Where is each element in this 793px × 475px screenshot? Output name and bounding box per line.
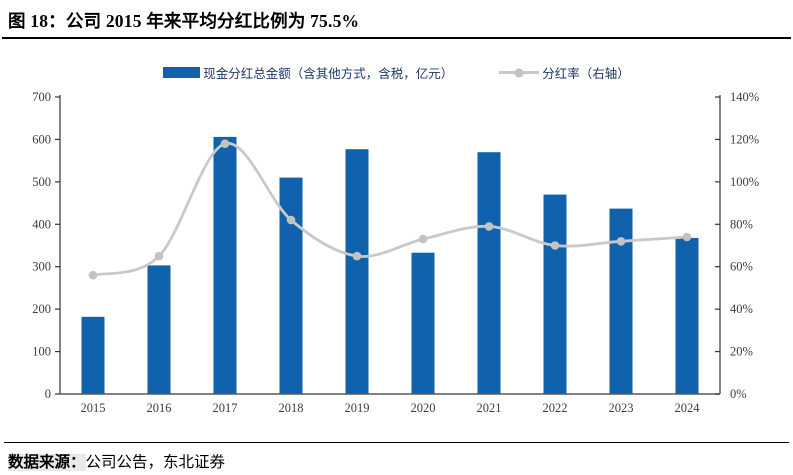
bar-2019 xyxy=(345,149,369,394)
svg-text:400: 400 xyxy=(32,217,51,231)
legend-label-payout-ratio: 分红率（右轴） xyxy=(542,67,630,81)
bar-2020 xyxy=(411,252,435,394)
svg-text:500: 500 xyxy=(32,175,51,189)
svg-text:2023: 2023 xyxy=(609,401,634,415)
source-text: 公司公告，东北证券 xyxy=(85,454,226,471)
dividend-bar-line-chart: 0 100 200 300 400 500 600 700 0% 20% 40% 60% 80% 100%… xyxy=(32,90,759,415)
svg-text:20%: 20% xyxy=(730,345,753,359)
ratio-marker-2020 xyxy=(418,234,428,244)
bar-series-swatch-icon xyxy=(163,67,201,78)
title-divider xyxy=(2,37,791,39)
legend-item-cash-dividend: 现金分红总金额（含其他方式，含税，亿元） xyxy=(163,63,453,82)
svg-text:2021: 2021 xyxy=(477,401,502,415)
bar-2024 xyxy=(675,237,699,394)
svg-text:0%: 0% xyxy=(730,387,747,401)
legend-item-payout-ratio: 分红率（右轴） xyxy=(499,63,630,82)
svg-text:120%: 120% xyxy=(730,132,759,146)
legend-label-cash-dividend: 现金分红总金额（含其他方式，含税，亿元） xyxy=(203,67,454,81)
source-divider xyxy=(4,442,789,443)
bar-2022 xyxy=(543,194,567,394)
svg-text:600: 600 xyxy=(32,132,51,146)
svg-text:2020: 2020 xyxy=(411,401,436,415)
svg-text:2016: 2016 xyxy=(147,401,172,415)
bar-2016 xyxy=(147,265,171,394)
svg-text:300: 300 xyxy=(32,260,51,274)
ratio-marker-2024 xyxy=(682,232,692,242)
svg-text:80%: 80% xyxy=(730,217,753,231)
svg-text:2022: 2022 xyxy=(543,401,568,415)
source-note: 数据来源：公司公告，东北证券 xyxy=(0,443,793,472)
svg-text:200: 200 xyxy=(32,302,51,316)
svg-text:2024: 2024 xyxy=(675,401,701,415)
svg-text:140%: 140% xyxy=(730,90,759,104)
ratio-marker-2018 xyxy=(286,215,296,225)
line-marker-dot-icon xyxy=(514,68,524,77)
svg-text:2018: 2018 xyxy=(279,401,304,415)
svg-text:40%: 40% xyxy=(730,302,753,316)
chart-legend: 现金分红总金额（含其他方式，含税，亿元） 分红率（右轴） xyxy=(0,63,793,82)
ratio-marker-2023 xyxy=(616,237,626,246)
bar-2017 xyxy=(213,136,237,394)
bar-2018 xyxy=(279,177,303,394)
ratio-marker-2019 xyxy=(352,251,362,261)
svg-text:700: 700 xyxy=(32,90,51,104)
ratio-marker-2015 xyxy=(88,270,98,280)
ratio-marker-2016 xyxy=(154,251,164,261)
bar-2023 xyxy=(609,208,633,394)
axes-group: 0 100 200 300 400 500 600 700 0% 20% 40% 60% 80% 100%… xyxy=(32,90,759,415)
source-label: 数据来源： xyxy=(8,454,86,471)
ratio-line-group xyxy=(88,139,692,280)
bar-2021 xyxy=(477,152,501,394)
svg-text:100: 100 xyxy=(32,345,51,359)
svg-text:2015: 2015 xyxy=(81,401,106,415)
line-series-swatch-icon xyxy=(499,68,540,77)
svg-text:2019: 2019 xyxy=(345,401,370,415)
ratio-marker-2021 xyxy=(484,222,494,231)
svg-text:2017: 2017 xyxy=(213,401,238,415)
ratio-marker-2022 xyxy=(550,241,560,250)
svg-text:0: 0 xyxy=(45,387,51,401)
ratio-marker-2017 xyxy=(220,139,230,148)
bar-2015 xyxy=(81,316,105,394)
svg-text:100%: 100% xyxy=(730,175,759,189)
svg-text:60%: 60% xyxy=(730,260,753,274)
bars-group xyxy=(81,136,699,394)
figure-title: 图 18：公司 2015 年来平均分红比例为 75.5% xyxy=(8,11,360,31)
